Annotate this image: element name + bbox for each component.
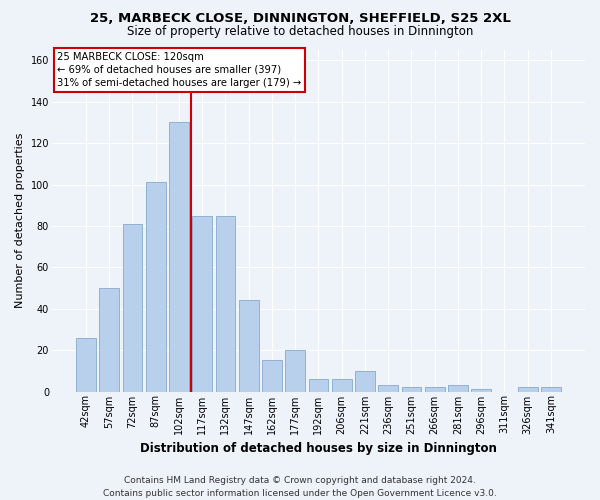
Bar [425, 388, 445, 392]
Bar [146, 182, 166, 392]
Bar [401, 388, 421, 392]
Text: Size of property relative to detached houses in Dinnington: Size of property relative to detached ho… [127, 25, 473, 38]
Bar [355, 371, 375, 392]
Y-axis label: Number of detached properties: Number of detached properties [15, 133, 25, 308]
Bar [122, 224, 142, 392]
Bar [541, 388, 561, 392]
Bar [378, 386, 398, 392]
Bar [215, 216, 235, 392]
Bar [76, 338, 96, 392]
Text: 25, MARBECK CLOSE, DINNINGTON, SHEFFIELD, S25 2XL: 25, MARBECK CLOSE, DINNINGTON, SHEFFIELD… [89, 12, 511, 26]
Bar [169, 122, 189, 392]
Bar [100, 288, 119, 392]
Bar [193, 216, 212, 392]
Text: 25 MARBECK CLOSE: 120sqm
← 69% of detached houses are smaller (397)
31% of semi-: 25 MARBECK CLOSE: 120sqm ← 69% of detach… [57, 52, 301, 88]
Bar [332, 379, 352, 392]
Bar [262, 360, 282, 392]
Bar [448, 386, 468, 392]
X-axis label: Distribution of detached houses by size in Dinnington: Distribution of detached houses by size … [140, 442, 497, 455]
Bar [308, 379, 328, 392]
Text: Contains HM Land Registry data © Crown copyright and database right 2024.
Contai: Contains HM Land Registry data © Crown c… [103, 476, 497, 498]
Bar [285, 350, 305, 392]
Bar [471, 390, 491, 392]
Bar [239, 300, 259, 392]
Bar [518, 388, 538, 392]
